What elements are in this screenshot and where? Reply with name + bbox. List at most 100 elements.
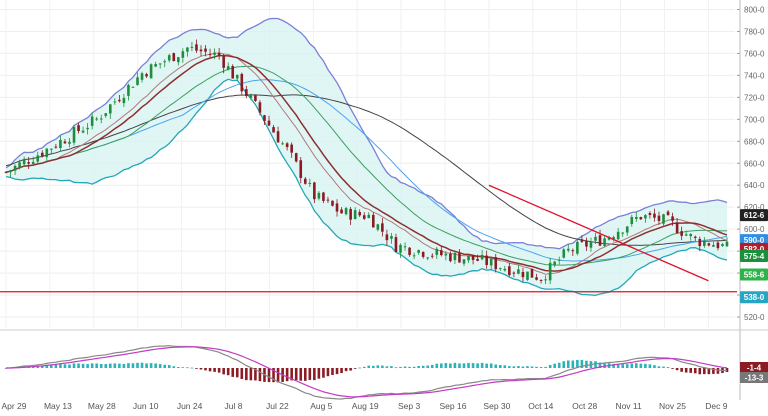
candle-body [9,170,12,173]
macd-histogram-bar [349,368,352,371]
macd-histogram-bar [54,364,58,368]
macd-histogram-bar [712,368,715,374]
candle-body [108,104,112,114]
y-tick-label: 640-0 [744,181,765,190]
macd-histogram-bar [145,363,148,368]
macd-histogram-bar [326,368,330,377]
macd-histogram-bar [693,368,697,374]
x-tick-label: Dec 9 [705,401,727,411]
macd-histogram-bar [394,367,398,369]
candle-body [385,234,389,241]
macd-histogram-bar [666,367,670,368]
macd-histogram-bar [90,363,94,368]
candle-body [362,215,366,219]
candle-body [245,89,248,97]
candle-body [177,57,180,63]
candle-body [27,162,30,164]
macd-histogram-bar [512,366,516,368]
macd-histogram-bar [77,363,80,368]
y-tick-label: 780-0 [744,27,765,36]
macd-histogram-bar [421,365,425,368]
y-tick-label: 800-0 [744,5,765,14]
candle-body [539,279,543,281]
price-tag [740,250,768,263]
candle-body [453,252,457,261]
x-tick-label: Sep 3 [398,401,420,411]
macd-histogram-bar [108,363,112,368]
macd-histogram-bar [580,359,584,368]
candle-body [535,277,538,280]
candle-body [122,97,126,104]
macd-histogram-bar [294,368,298,381]
macd-histogram-bar [208,368,212,372]
macd-tag [740,362,768,373]
macd-histogram-bar [118,363,121,368]
macd-histogram-bar [707,368,711,375]
macd-histogram-bar [40,365,44,368]
candle-body [267,120,271,126]
candle-body [186,47,189,52]
macd-histogram-bar [340,368,343,374]
candle-body [408,247,411,255]
macd-signal-line [6,346,728,398]
macd-histogram-bar [163,364,167,368]
candle-body [707,243,711,246]
moving-averages [5,52,728,275]
candle-body [426,257,430,259]
candle-body [99,118,103,120]
macd-histogram-bar [716,368,720,374]
macd-histogram-bar [603,362,606,368]
macd-histogram-bar [172,366,176,368]
macd-tag [740,372,768,383]
bollinger-lower [5,78,728,297]
candle-body [372,214,375,228]
candle-body [335,203,339,212]
candle-body [612,237,615,239]
macd-histogram-bar [385,366,389,368]
macd-histogram-bar [571,360,575,368]
candle-body [435,248,439,255]
candle-body [131,86,135,88]
macd-histogram-bar [462,363,466,368]
x-tick-label: May 13 [44,401,72,411]
macd-histogram-bar [539,367,543,368]
candle-body [45,148,49,158]
macd-histogram-bar [322,368,325,378]
candle-body [580,239,584,242]
macd-histogram-bar [149,363,153,368]
candle-body [158,63,162,65]
macd-histogram-bar [675,368,679,371]
macd-histogram-bar [535,366,538,368]
candle-body [471,255,475,260]
candle-body [521,271,525,278]
macd-histogram-bar [95,363,98,368]
candle-body [272,127,275,133]
candle-body [462,259,466,264]
macd-histogram-bar [467,362,470,368]
macd-histogram-bar [648,364,652,368]
macd-histogram-bar [480,362,484,368]
candle-body [240,73,244,92]
candle-body [630,216,634,224]
candle-body [217,52,221,56]
candle-body [557,259,561,261]
y-tick-label: 620-0 [744,203,765,212]
macd-histogram-bar [240,368,244,379]
macd-histogram-bar [344,368,348,372]
candle-body [195,44,198,51]
candle-body [249,95,253,98]
candle-body [430,255,434,257]
macd-histogram-bar [703,368,706,375]
macd-histogram-bar [181,367,185,368]
macd-histogram-bar [585,360,588,368]
bollinger-upper [5,17,728,250]
candle-body [145,74,148,77]
macd-histogram-bar [489,363,493,368]
ma-20 [5,52,728,275]
candle-body [322,192,325,201]
macd-line [5,345,728,400]
candle-body [86,127,89,130]
candle-body [598,235,602,246]
candle-body [127,84,130,96]
candle-body [498,268,502,270]
